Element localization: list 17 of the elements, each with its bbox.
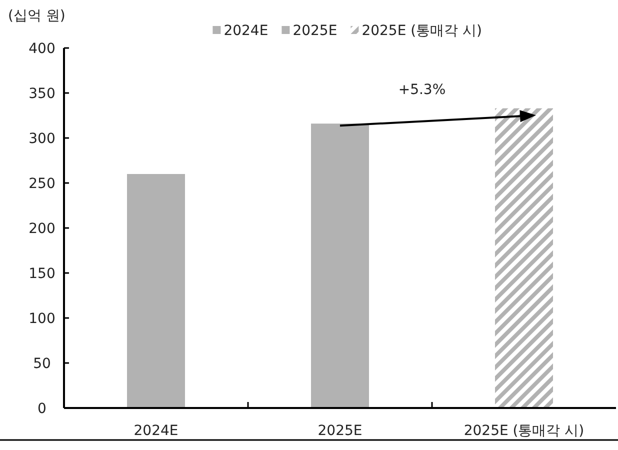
legend-label: 2025E (통매각 시) <box>362 23 482 39</box>
y-tick-label: 300 <box>28 131 56 147</box>
legend-label: 2024E <box>224 23 268 39</box>
y-axis-title: (십억 원) <box>8 8 66 24</box>
y-tick-label: 350 <box>28 86 56 102</box>
y-tick-label: 400 <box>28 41 56 57</box>
legend-label: 2025E <box>292 23 338 39</box>
y-tick-label: 250 <box>28 176 56 192</box>
annotation: +5.3% <box>398 82 446 98</box>
y-tick-label: 200 <box>28 221 56 237</box>
y-tick-label: 100 <box>28 311 56 327</box>
x-tick-label: 2025E <box>318 423 362 439</box>
y-tick-label: 150 <box>28 266 56 282</box>
y-tick-label: 50 <box>33 356 51 372</box>
x-tick-label: 2024E <box>134 423 178 439</box>
y-tick-label: 0 <box>38 401 46 417</box>
x-tick-label: 2025E (통매각 시) <box>464 423 584 439</box>
